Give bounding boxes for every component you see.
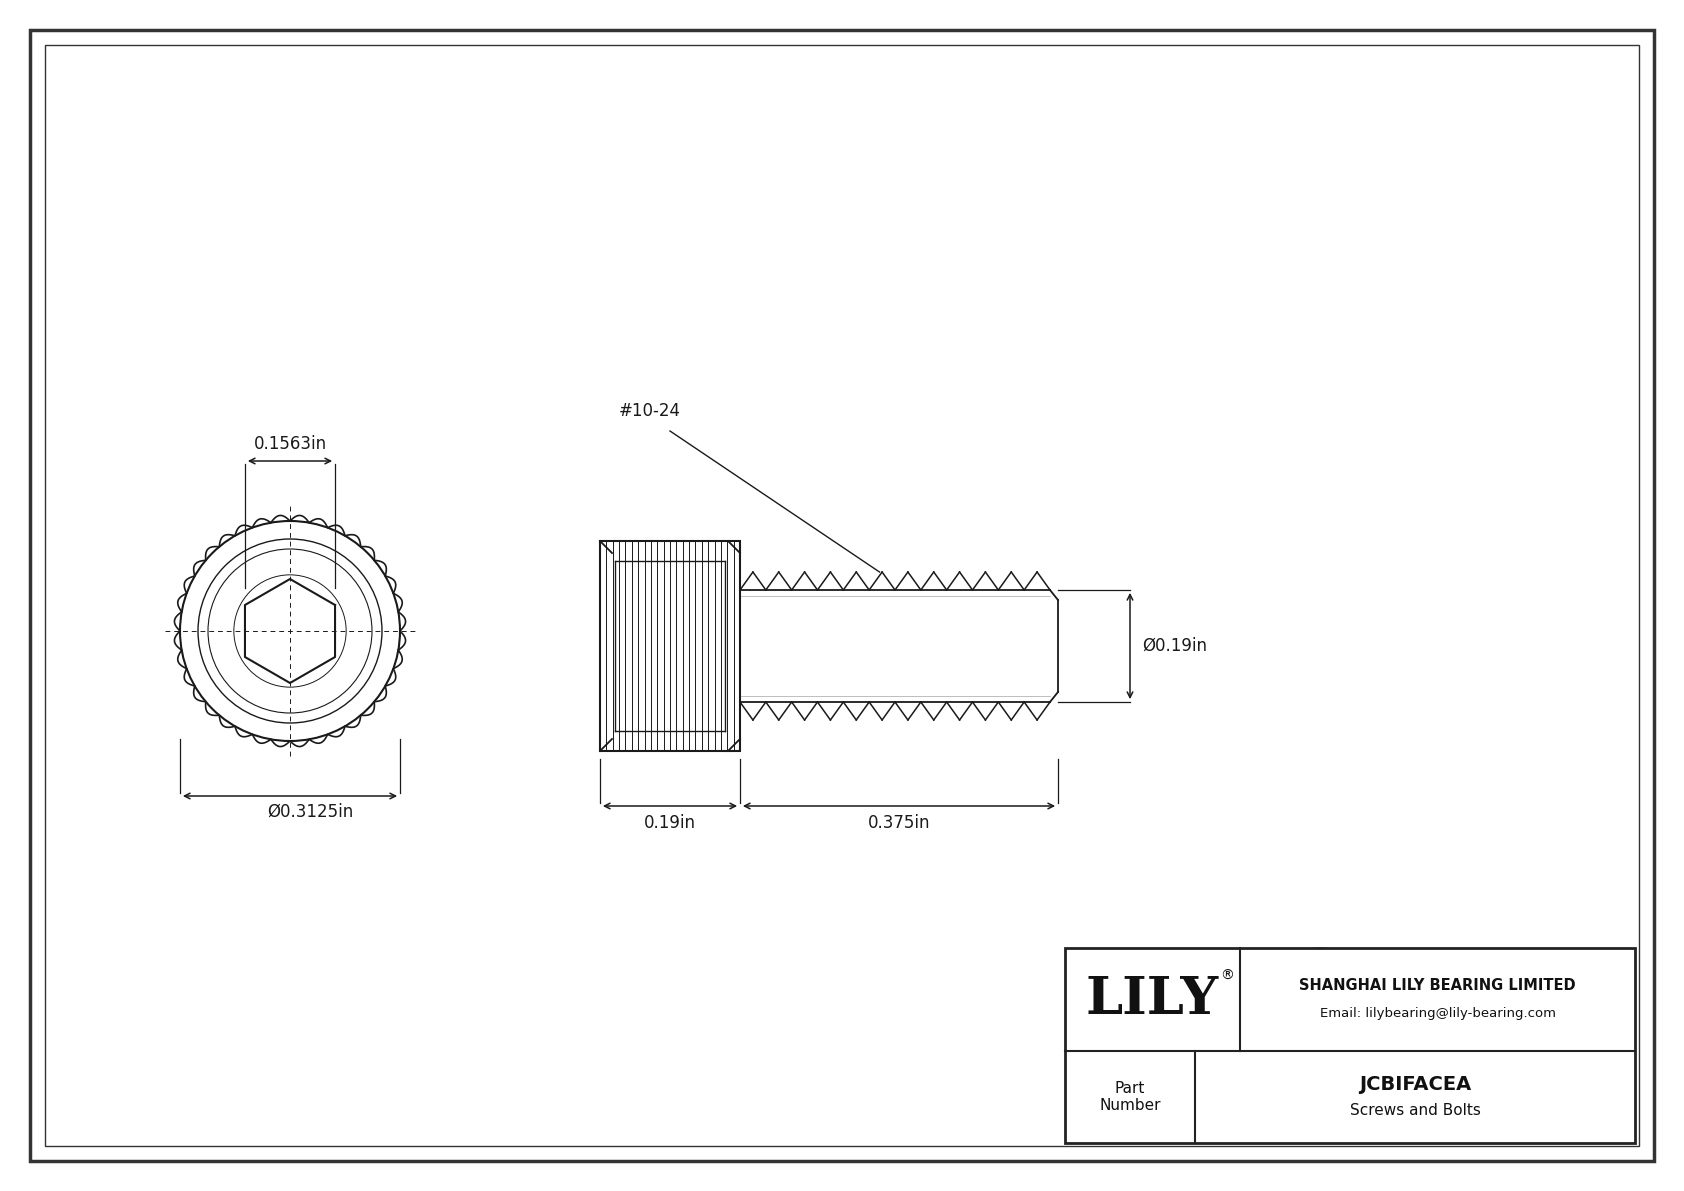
- Text: 0.375in: 0.375in: [867, 813, 930, 833]
- Text: JCBIFACEA: JCBIFACEA: [1359, 1074, 1472, 1093]
- FancyBboxPatch shape: [1372, 986, 1495, 1046]
- Text: 0.19in: 0.19in: [643, 813, 695, 833]
- Ellipse shape: [1290, 975, 1359, 1056]
- Text: SHANGHAI LILY BEARING LIMITED: SHANGHAI LILY BEARING LIMITED: [1298, 978, 1576, 993]
- Text: LILY: LILY: [1086, 974, 1219, 1025]
- Polygon shape: [1310, 998, 1339, 1034]
- Text: Part
Number: Part Number: [1100, 1081, 1160, 1114]
- Text: 0.1563in: 0.1563in: [253, 435, 327, 453]
- Ellipse shape: [1372, 1037, 1495, 1055]
- Text: Screws and Bolts: Screws and Bolts: [1349, 1103, 1480, 1117]
- Text: Ø0.19in: Ø0.19in: [1142, 637, 1207, 655]
- Ellipse shape: [1261, 948, 1378, 1084]
- Bar: [600, 541, 739, 752]
- Bar: [1064, 948, 1635, 1143]
- Text: Email: lilybearing@lily-bearing.com: Email: lilybearing@lily-bearing.com: [1320, 1008, 1556, 1021]
- Text: Ø0.3125in: Ø0.3125in: [266, 803, 354, 821]
- Ellipse shape: [1372, 977, 1495, 994]
- Text: ®: ®: [1221, 968, 1234, 983]
- Text: #10-24: #10-24: [620, 403, 680, 420]
- Ellipse shape: [1485, 986, 1505, 1046]
